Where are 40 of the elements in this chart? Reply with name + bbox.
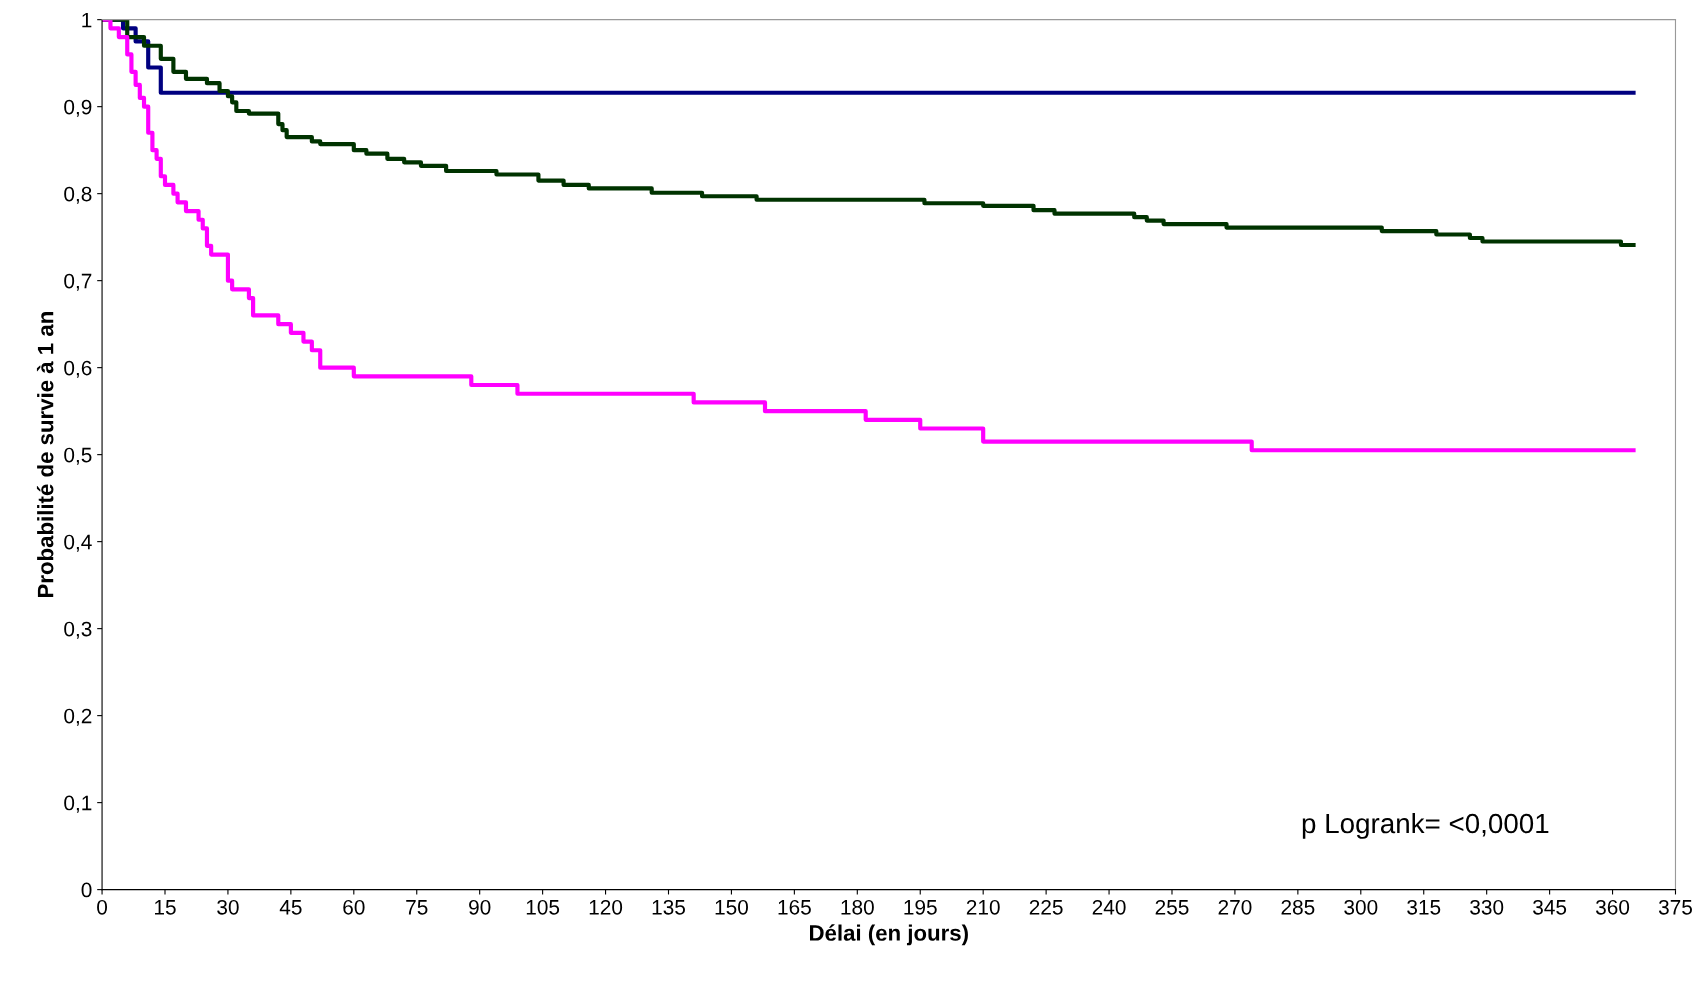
y-tick-label: 0,4 bbox=[64, 534, 92, 552]
x-tick-label: 15 bbox=[155, 900, 176, 915]
y-tick-label: 0,2 bbox=[64, 708, 92, 726]
x-tick-label: 240 bbox=[1092, 899, 1126, 915]
y-axis-title: Probabilité de survie à 1 an bbox=[36, 312, 54, 598]
y-tick-label: 0,1 bbox=[64, 795, 92, 813]
x-tick-label: 360 bbox=[1595, 899, 1630, 915]
x-tick-label: 120 bbox=[589, 899, 623, 915]
x-tick-label: 225 bbox=[1029, 899, 1063, 915]
x-tick-label: 165 bbox=[778, 899, 811, 915]
y-tick-label: 0,9 bbox=[64, 99, 92, 117]
x-tick-label: 300 bbox=[1344, 899, 1378, 915]
x-tick-label: 285 bbox=[1281, 899, 1315, 915]
y-tick-label: 0,7 bbox=[64, 273, 92, 291]
x-tick-label: 255 bbox=[1155, 899, 1189, 915]
x-tick-label: 0 bbox=[97, 899, 108, 915]
x-tick-label: 135 bbox=[652, 899, 685, 915]
y-tick-label: 0 bbox=[81, 882, 92, 898]
y-tick-label: 0,5 bbox=[64, 447, 92, 465]
y-tick-label: 0,8 bbox=[64, 186, 92, 204]
x-tick-label: 345 bbox=[1533, 899, 1567, 915]
x-tick-label: 105 bbox=[526, 899, 560, 915]
annotation: p Logrank= <0,0001 bbox=[1302, 812, 1549, 839]
x-tick-label: 150 bbox=[715, 899, 748, 915]
x-tick-label: 30 bbox=[217, 899, 239, 915]
x-tick-label: 210 bbox=[966, 899, 1000, 915]
y-tick-label: 0,6 bbox=[64, 360, 92, 378]
x-tick-label: 180 bbox=[841, 899, 874, 915]
x-tick-label: 315 bbox=[1407, 899, 1441, 915]
y-tick-label: 0,3 bbox=[64, 621, 92, 639]
x-tick-label: 60 bbox=[343, 899, 365, 915]
x-tick-label: 75 bbox=[406, 900, 428, 915]
x-tick-label: 375 bbox=[1658, 899, 1692, 915]
x-tick-label: 45 bbox=[279, 900, 302, 915]
y-tick-label: 1 bbox=[82, 12, 92, 28]
x-axis-title: Délai (en jours) bbox=[810, 924, 968, 946]
x-tick-label: 330 bbox=[1470, 899, 1504, 915]
x-tick-label: 195 bbox=[904, 899, 937, 915]
x-tick-label: 270 bbox=[1218, 899, 1252, 915]
x-tick-label: 90 bbox=[469, 899, 491, 915]
